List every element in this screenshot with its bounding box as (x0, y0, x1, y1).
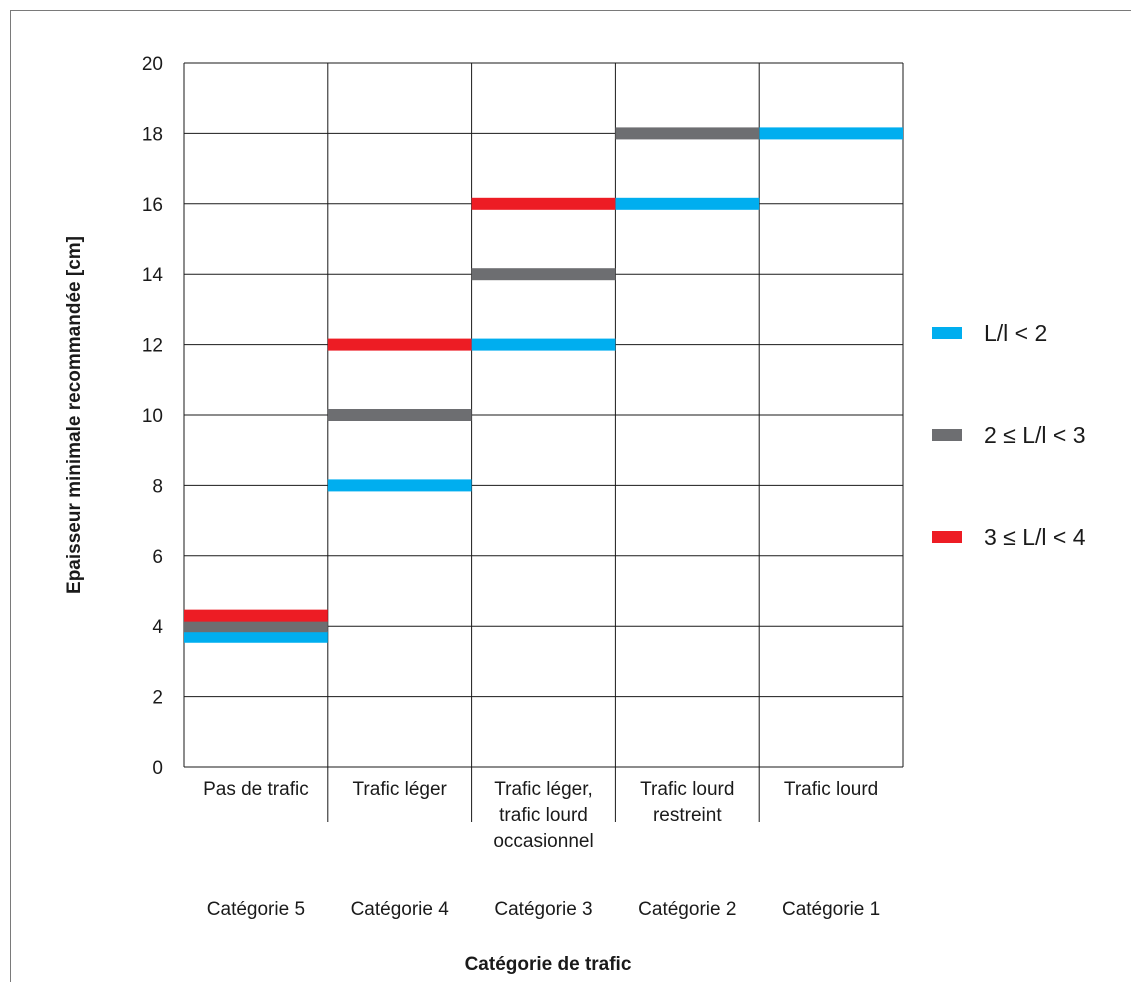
y-tick-label: 4 (152, 617, 163, 638)
x-category-label: Trafic lourd (784, 779, 878, 800)
y-tick-label: 2 (152, 688, 163, 709)
bar-mark (615, 197, 760, 210)
bar-mark (471, 338, 616, 351)
legend-swatch (932, 531, 962, 543)
data-bars (184, 127, 903, 643)
legend-swatch (932, 327, 962, 339)
x-group-label: Catégorie 3 (494, 899, 592, 920)
bar-mark (327, 409, 472, 421)
bar-mark (471, 197, 616, 210)
y-tick-label: 8 (152, 476, 163, 497)
x-category-label: Pas de trafic (203, 779, 309, 800)
y-tick-label: 0 (152, 758, 163, 779)
x-category-label: Trafic lourd (640, 779, 734, 800)
legend: L/l < 2 2 ≤ L/l < 3 3 ≤ L/l < 4 (932, 320, 1086, 550)
x-category-label: trafic lourd (499, 805, 588, 826)
x-category-label: Trafic léger, (494, 779, 593, 800)
grid-lines (183, 62, 904, 822)
bar-mark (184, 630, 328, 643)
x-group-label: Catégorie 5 (207, 899, 305, 920)
y-tick-label: 6 (152, 547, 163, 568)
x-category-label: Trafic léger (353, 779, 448, 800)
x-category-label: restreint (653, 805, 722, 826)
bar-mark (184, 620, 328, 633)
bar-mark (327, 479, 472, 492)
x-category-label: occasionnel (493, 831, 593, 852)
bar-mark (615, 127, 760, 140)
y-tick-label: 10 (142, 406, 163, 427)
y-tick-label: 18 (142, 124, 163, 145)
chart-frame (10, 10, 1131, 982)
bar-mark (759, 127, 903, 140)
y-axis-title: Epaisseur minimale recommandée [cm] (64, 236, 85, 594)
x-group-labels: Catégorie 5 Catégorie 4 Catégorie 3 Catégor… (207, 899, 880, 920)
y-tick-label: 20 (142, 54, 163, 75)
legend-label: 3 ≤ L/l < 4 (984, 524, 1086, 550)
x-category-labels: Pas de trafic Trafic léger Trafic léger, tr… (203, 779, 878, 852)
bar-mark (184, 609, 328, 622)
legend-label: L/l < 2 (984, 320, 1047, 346)
bar-mark (327, 338, 472, 351)
x-group-label: Catégorie 1 (782, 899, 880, 920)
y-tick-label: 14 (142, 265, 164, 286)
legend-label: 2 ≤ L/l < 3 (984, 422, 1086, 448)
y-tick-labels: 0 2 4 6 8 10 12 14 16 18 20 (142, 54, 164, 779)
bar-mark (471, 268, 616, 281)
y-tick-label: 12 (142, 336, 163, 357)
x-group-label: Catégorie 4 (351, 899, 450, 920)
x-axis-title: Catégorie de trafic (465, 954, 632, 975)
x-group-label: Catégorie 2 (638, 899, 736, 920)
legend-swatch (932, 429, 962, 441)
y-tick-label: 16 (142, 195, 163, 216)
